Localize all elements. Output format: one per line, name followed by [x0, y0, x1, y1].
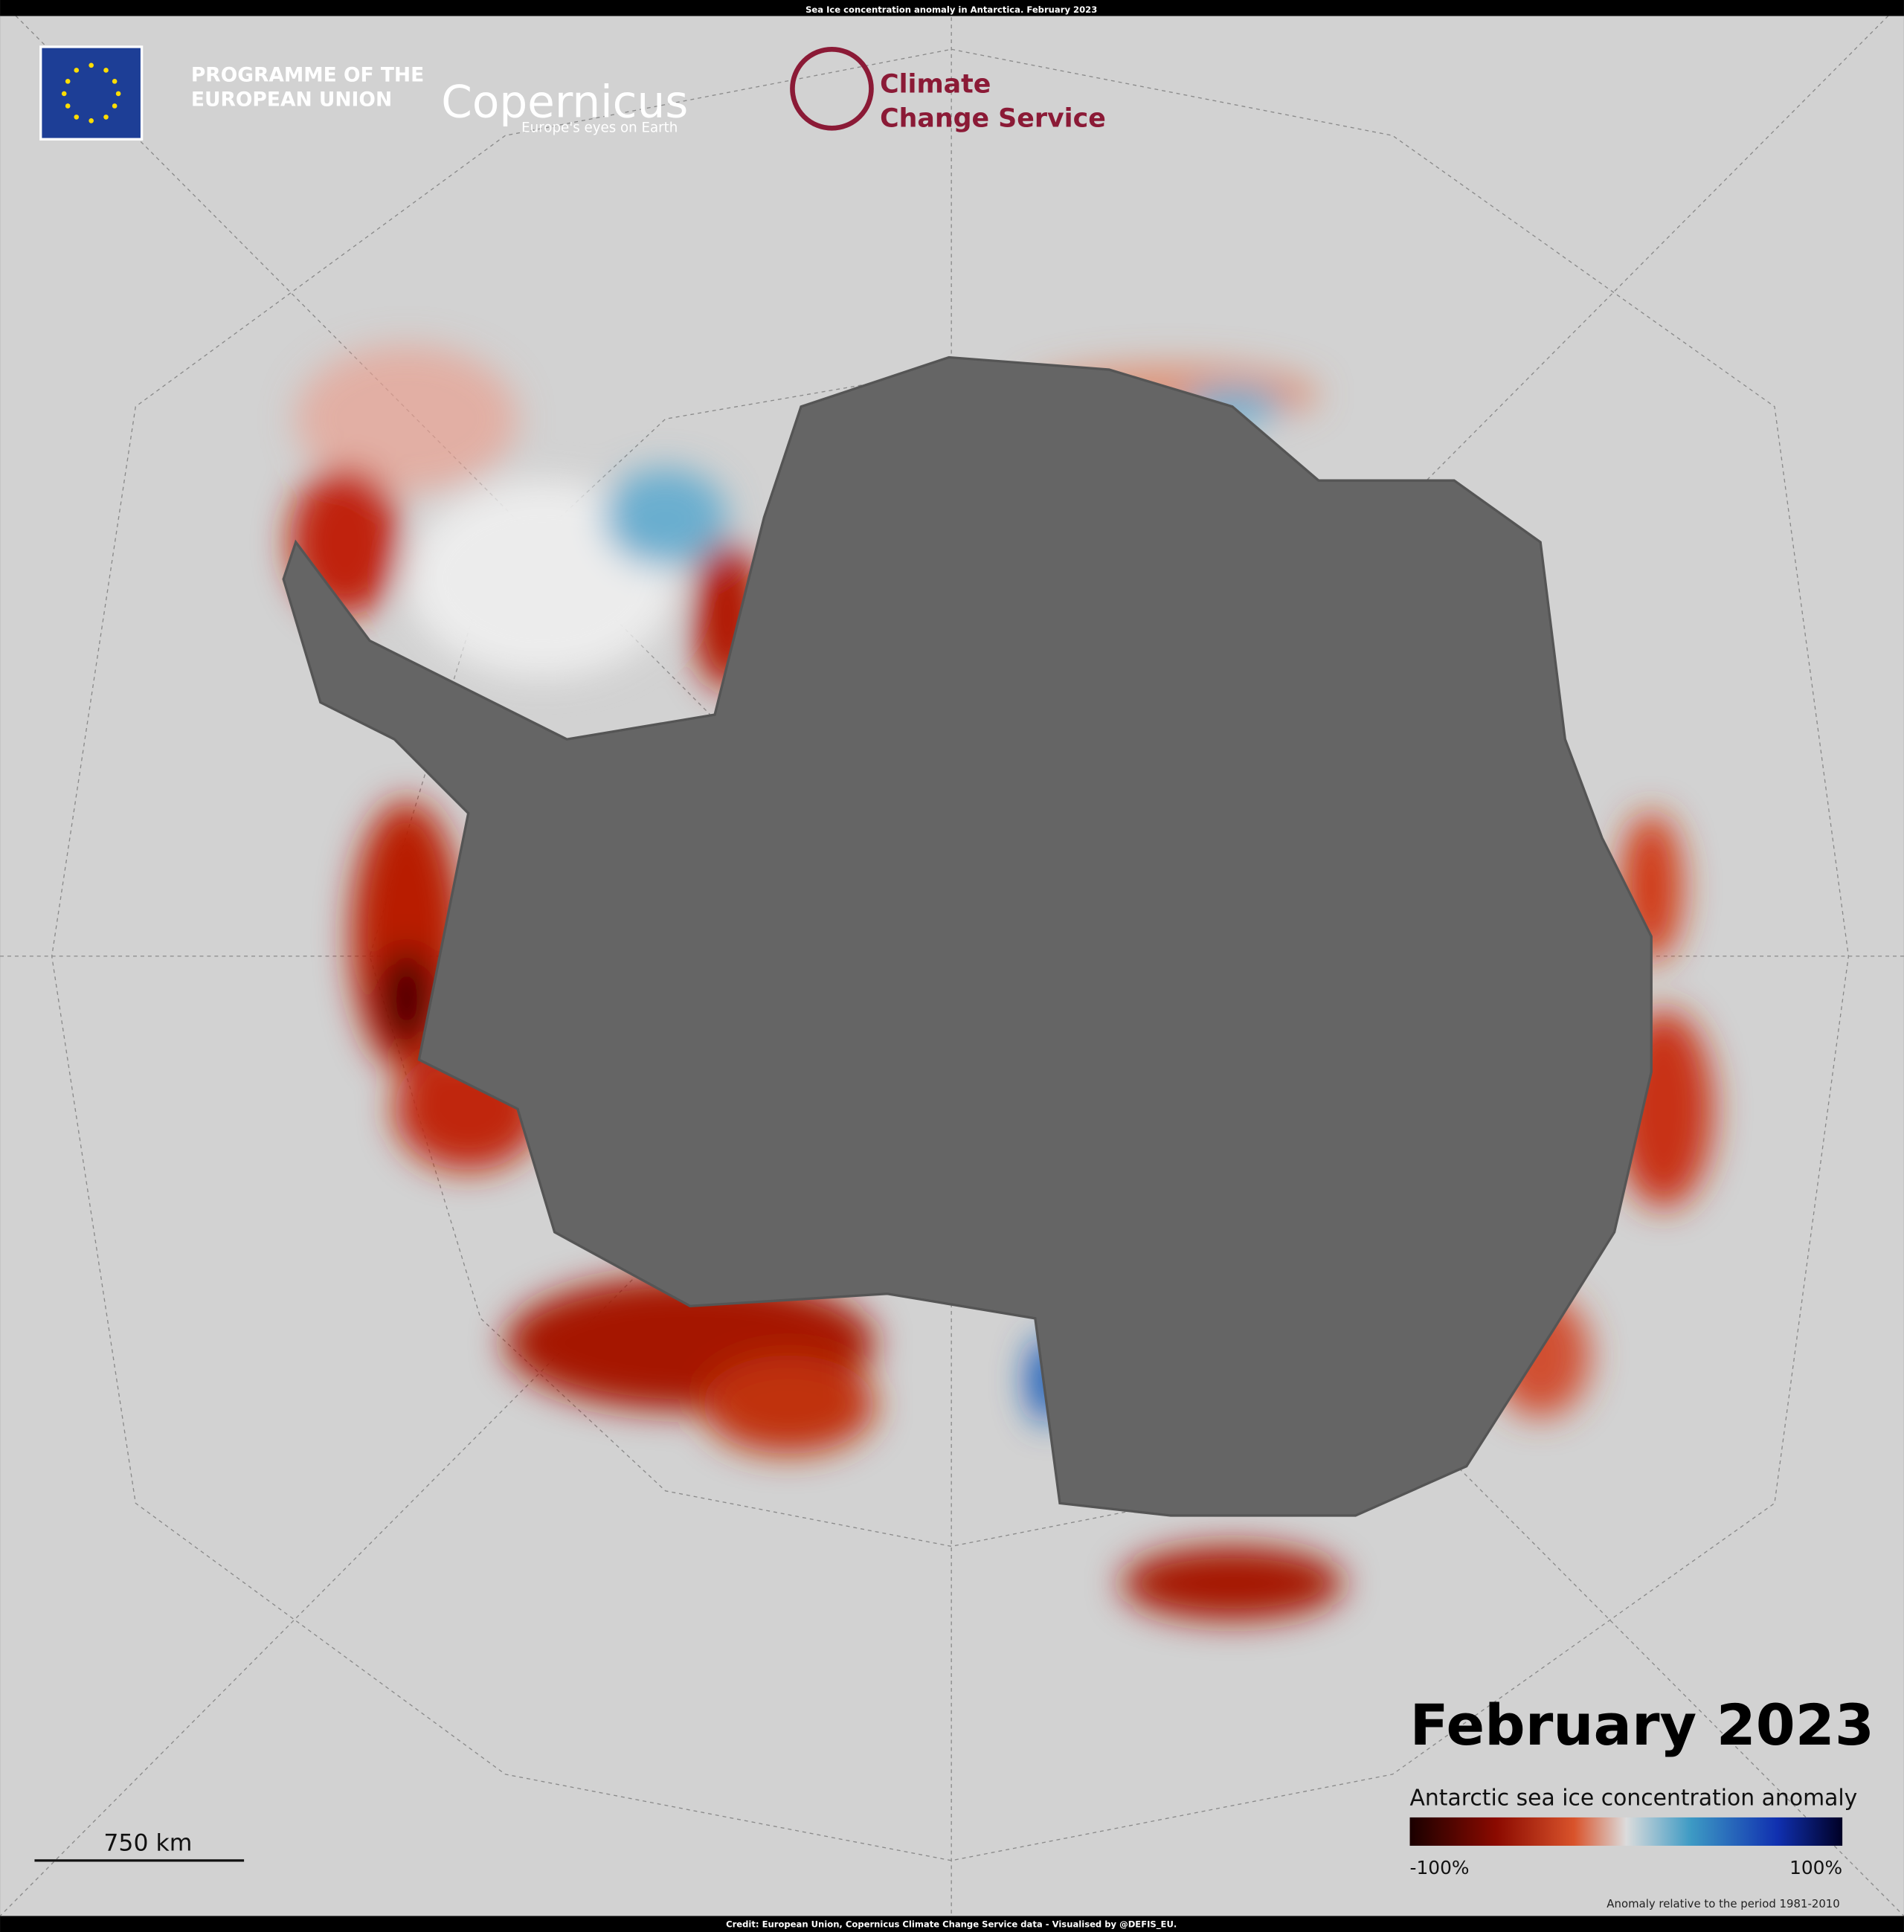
map-date: February 2023 — [1410, 1692, 1874, 1758]
eu-text: PROGRAMME OF THE — [191, 63, 424, 86]
header-title: Sea Ice concentration anomaly in Antarct… — [805, 4, 1097, 15]
antarctica — [282, 355, 1653, 1517]
eu-flag — [39, 45, 144, 141]
anomaly-field — [289, 344, 1714, 1620]
credit: Credit: European Union, Copernicus Clima… — [726, 1919, 1177, 1931]
legend-note: Anomaly relative to the period 1981-2010 — [1606, 1897, 1839, 1910]
legend-min: -100% — [1410, 1857, 1470, 1878]
copernicus-tagline: Europe's eyes on Earth — [521, 120, 678, 135]
top-bar — [0, 0, 1904, 16]
legend-max: 100% — [1789, 1857, 1842, 1878]
bottom-bar — [0, 1916, 1904, 1932]
scale-label: 750 km — [103, 1830, 192, 1857]
eu-stars — [61, 62, 121, 123]
c3s-text: Climate — [880, 69, 991, 99]
c3s-icon — [790, 46, 874, 131]
legend-colorbar — [1409, 1817, 1843, 1846]
copernicus-logo: Copernicus — [441, 77, 688, 128]
c3s-text: Change Service — [880, 104, 1106, 134]
eu-text: EUROPEAN UNION — [191, 88, 392, 111]
legend-title: Antarctic sea ice concentration anomaly — [1410, 1785, 1858, 1811]
